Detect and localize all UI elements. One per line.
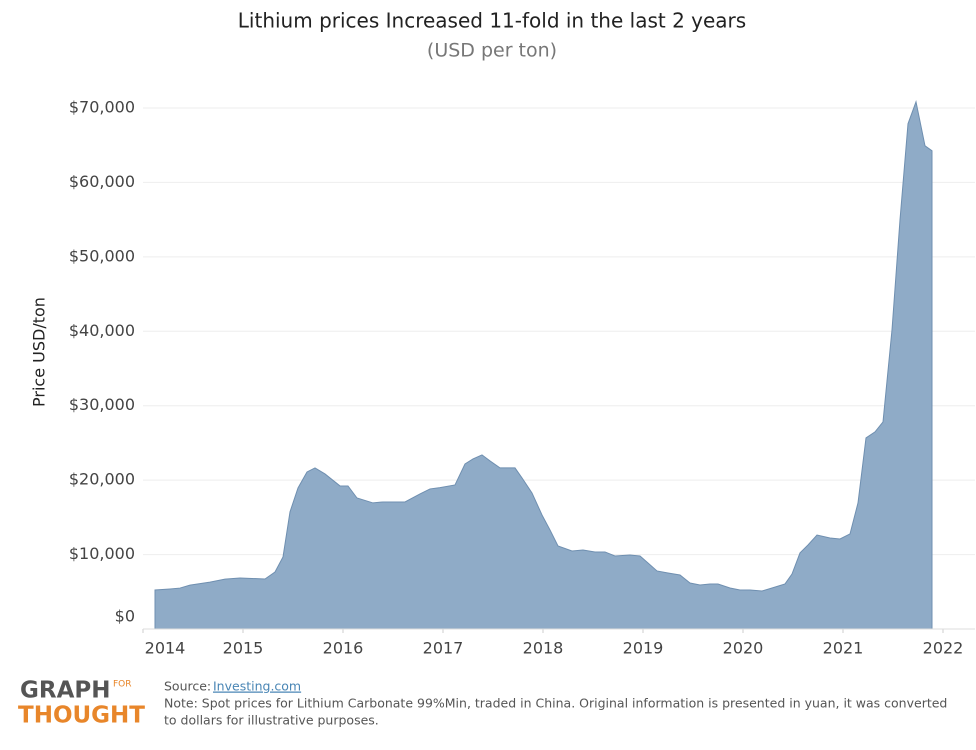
y-tick-label: $70,000	[69, 98, 135, 117]
x-tick-label: 2016	[323, 639, 364, 658]
source-link[interactable]: Investing.com	[213, 679, 301, 694]
y-tick-label: $10,000	[69, 544, 135, 563]
logo-text: GRAPH	[20, 678, 111, 704]
y-tick-label: $30,000	[69, 395, 135, 414]
y-tick-label: $50,000	[69, 246, 135, 265]
source-label: Source:	[164, 679, 211, 694]
y-axis-label: Price USD/ton	[30, 297, 49, 407]
y-tick-label: $0	[115, 607, 135, 626]
note: to dollars for illustrative purposes.	[164, 713, 379, 728]
logo-text: FOR	[113, 680, 132, 690]
x-tick-label: 2015	[223, 639, 264, 658]
note: Note: Spot prices for Lithium Carbonate …	[164, 696, 947, 711]
y-tick-label: $20,000	[69, 470, 135, 489]
chart-title: Lithium prices Increased 11-fold in the …	[238, 9, 746, 33]
x-tick-label: 2022	[923, 639, 964, 658]
x-tick-label: 2021	[823, 639, 864, 658]
y-tick-label: $40,000	[69, 321, 135, 340]
logo-text: THOUGHT	[18, 703, 145, 729]
chart-subtitle: (USD per ton)	[427, 40, 557, 62]
x-tick-label: 2019	[623, 639, 664, 658]
x-tick-label: 2018	[523, 639, 564, 658]
x-tick-label: 2017	[423, 639, 464, 658]
x-tick-label: 2014	[145, 639, 186, 658]
area	[154, 99, 933, 630]
y-tick-label: $60,000	[69, 172, 135, 191]
x-tick-label: 2020	[723, 639, 764, 658]
